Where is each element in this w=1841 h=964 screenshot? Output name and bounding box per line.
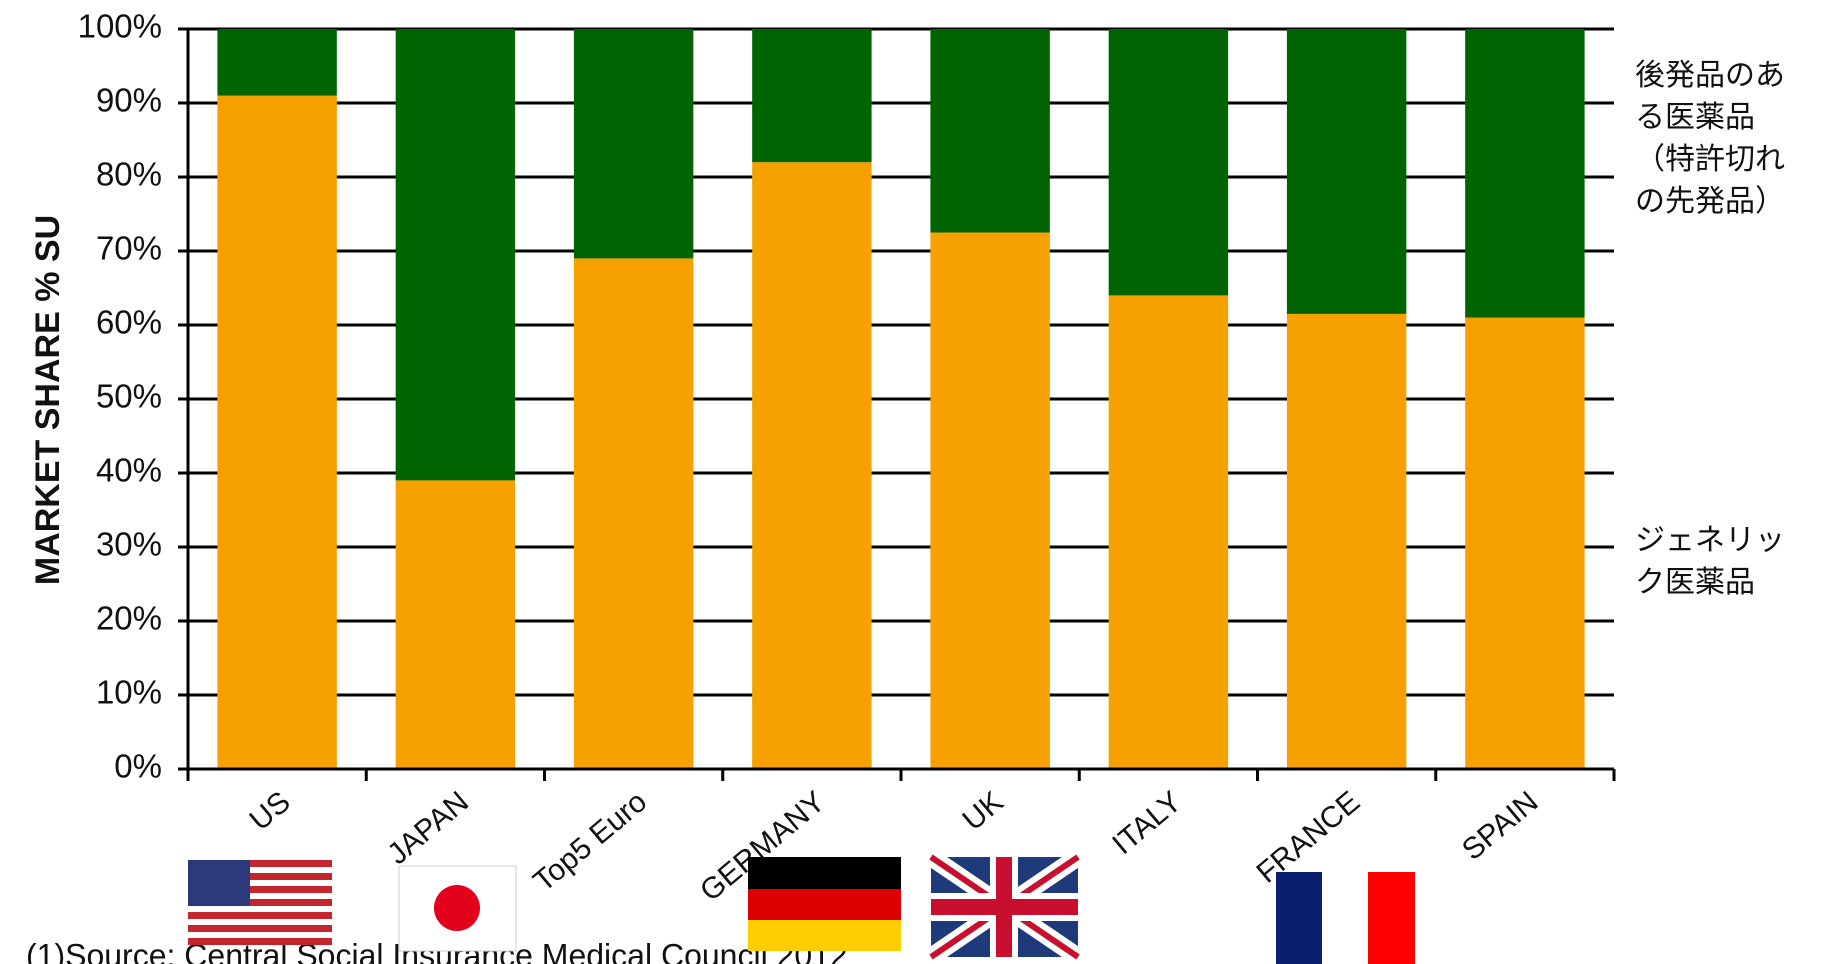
y-tick-label: 0% [114,748,162,785]
y-tick-label: 50% [96,378,162,415]
bar-segment [930,29,1050,233]
flags [188,849,1415,964]
bar-segment [573,258,694,769]
bar-segment [1286,313,1407,769]
legend-entry: 後発品のある医薬品（特許切れの先発品） [1635,58,1785,219]
flag-japan [398,865,517,952]
y-axis-title: MARKET SHARE % SU [29,215,67,585]
legend-entry: ジェネリック医薬品 [1635,523,1785,600]
flag-germany [748,857,901,951]
x-tick-label: Top5 Euro [527,785,653,898]
x-tick-label: JAPAN [381,785,475,871]
bar-segment [930,232,1050,769]
y-tick-label: 40% [96,452,162,489]
bar-segment [217,95,337,770]
y-tick-label: 100% [78,8,162,45]
x-tick-label: SPAIN [1456,785,1544,867]
bar-segment [1286,29,1407,314]
bar-segment [752,29,872,163]
x-tick-label: ITALY [1106,785,1188,861]
flag-france [1276,872,1415,964]
bar-segment [395,29,516,481]
flag-uk [925,849,1084,964]
bar-segment [1108,29,1229,296]
bar-segment [395,480,516,769]
y-tick-label: 70% [96,230,162,267]
bar-segment [1108,295,1229,769]
bar-segment [1465,317,1585,769]
y-tick-label: 60% [96,304,162,341]
y-tick-label: 10% [96,674,162,711]
bar-segment [217,29,337,96]
x-tick-label: UK [957,785,1010,837]
bar-segment [752,162,872,769]
y-tick-label: 80% [96,156,162,193]
flag-us [188,860,332,945]
y-tick-label: 30% [96,526,162,563]
y-tick-label: 90% [96,82,162,119]
bar-segment [1465,29,1585,318]
bar-segment [573,29,694,259]
y-tick-label: 20% [96,600,162,637]
x-tick-label: US [244,785,297,837]
